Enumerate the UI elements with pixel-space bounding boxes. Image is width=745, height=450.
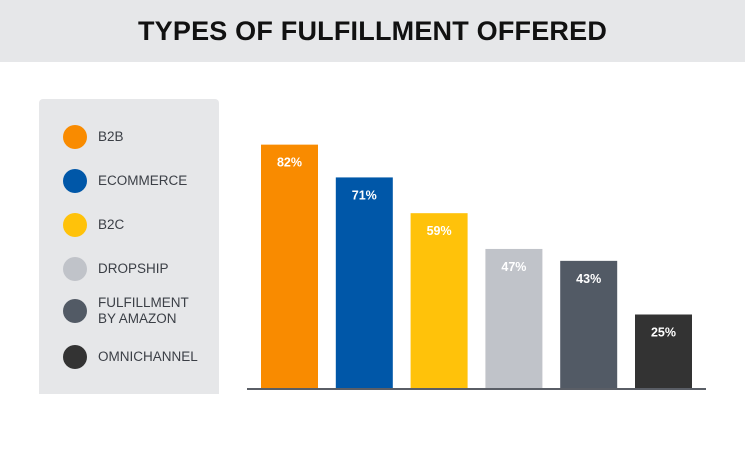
bar-value-label-dropship: 47% xyxy=(501,260,526,274)
legend-label-b2c: B2C xyxy=(98,217,125,232)
bar-value-label-omnichannel: 25% xyxy=(651,326,676,340)
legend-swatch-ecommerce xyxy=(63,169,87,193)
legend-swatch-dropship xyxy=(63,257,87,281)
bar-b2c xyxy=(410,213,468,389)
chart-title: TYPES OF FULFILLMENT OFFERED xyxy=(137,15,608,46)
legend-item-b2b: B2B xyxy=(63,125,213,149)
legend-item-fulfillment-by-amazon: FULFILLMENT BY AMAZON xyxy=(63,295,213,326)
bar-value-label-fulfillment-by-amazon: 43% xyxy=(576,272,601,286)
legend-item-dropship: DROPSHIP xyxy=(63,257,213,281)
bar-fulfillment-by-amazon xyxy=(560,260,618,389)
bar-value-label-ecommerce: 71% xyxy=(352,188,377,202)
legend-item-b2c: B2C xyxy=(63,213,213,237)
bars-group: 82% 71% 59% 47% 43% 25% xyxy=(261,144,692,389)
legend-label-fulfillment-by-amazon: FULFILLMENT BY AMAZON xyxy=(98,295,189,326)
bar-value-label-b2b: 82% xyxy=(277,156,302,170)
legend-label-b2b: B2B xyxy=(98,129,124,144)
title-bar: TYPES OF FULFILLMENT OFFERED xyxy=(0,0,745,62)
bar-dropship xyxy=(485,248,543,389)
bar-b2b xyxy=(261,144,318,389)
legend-swatch-omnichannel xyxy=(63,345,87,369)
legend-swatch-b2c xyxy=(63,213,87,237)
legend-item-omnichannel: OMNICHANNEL xyxy=(63,345,213,369)
bar-value-label-b2c: 59% xyxy=(427,224,452,238)
bar-omnichannel xyxy=(635,314,692,389)
legend-swatch-fulfillment-by-amazon xyxy=(63,299,87,323)
legend-swatch-b2b xyxy=(63,125,87,149)
legend: B2B ECOMMERCE B2C DROPSHIP FULFILLMENT B… xyxy=(39,99,219,394)
legend-item-ecommerce: ECOMMERCE xyxy=(63,169,213,193)
legend-label-omnichannel: OMNICHANNEL xyxy=(98,349,198,364)
bar-ecommerce xyxy=(335,177,393,389)
legend-label-dropship: DROPSHIP xyxy=(98,261,169,276)
legend-label-ecommerce: ECOMMERCE xyxy=(98,173,188,188)
